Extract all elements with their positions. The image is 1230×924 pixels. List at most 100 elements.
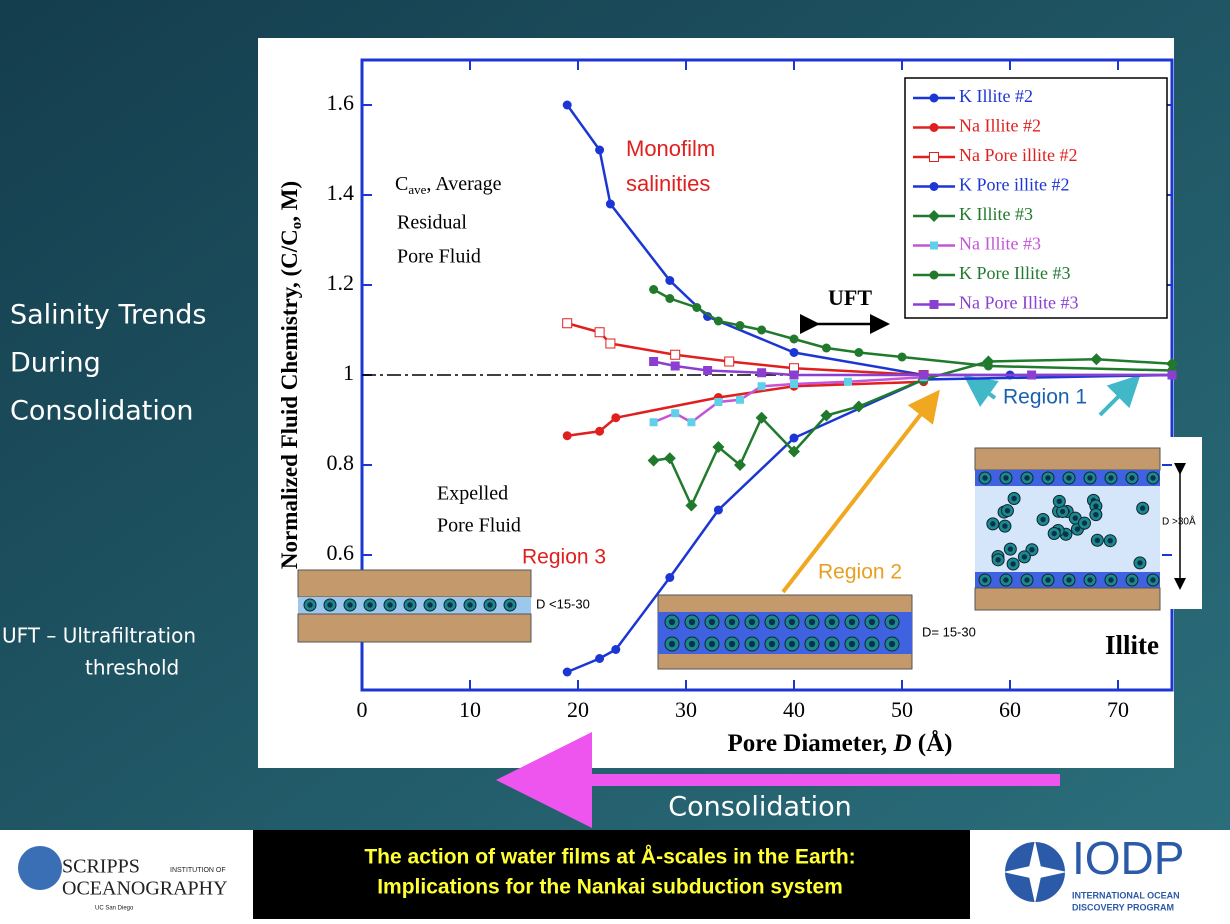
- molecule-core: [1057, 499, 1062, 504]
- data-point: [665, 294, 674, 303]
- data-point: [984, 362, 993, 371]
- data-point: [611, 645, 620, 654]
- molecule-core: [1066, 475, 1071, 480]
- logo-text: UC San Diego: [95, 906, 134, 912]
- data-point: [790, 380, 798, 388]
- x-tick-label: 0: [357, 697, 368, 722]
- heading: Consolidation: [10, 396, 193, 427]
- molecule-core: [990, 521, 995, 526]
- inset-label: D <15-30: [536, 596, 590, 611]
- footer-title: The action of water films at Å-scales in…: [364, 845, 855, 869]
- data-point: [671, 362, 680, 371]
- data-point: [725, 357, 734, 366]
- data-point: [736, 321, 745, 330]
- molecule-core: [347, 602, 352, 607]
- molecule-core: [849, 619, 855, 625]
- data-point: [930, 153, 939, 162]
- molecule-core: [427, 602, 432, 607]
- data-point: [714, 317, 723, 326]
- molecule-core: [809, 619, 815, 625]
- data-point: [563, 319, 572, 328]
- molecule-core: [1005, 508, 1010, 513]
- logo-text: SCRIPPS: [62, 856, 140, 878]
- legend-label: Na Pore Illite #3: [959, 293, 1078, 313]
- logo-text: INTERNATIONAL OCEAN: [1072, 890, 1180, 900]
- molecule-core: [982, 577, 987, 582]
- molecule-core: [1087, 577, 1092, 582]
- data-point: [714, 398, 722, 406]
- molecule-core: [1066, 577, 1071, 582]
- logo-text: OCEANOGRAPHY: [62, 878, 228, 900]
- molecule-core: [829, 619, 835, 625]
- data-point: [758, 382, 766, 390]
- molecule-core: [669, 619, 675, 625]
- molecule-core: [507, 602, 512, 607]
- molecule-core: [447, 602, 452, 607]
- data-point: [844, 378, 852, 386]
- logo-text: INSTITUTION OF: [170, 867, 226, 874]
- data-point: [854, 348, 863, 357]
- inset-label: D >30Å: [1162, 515, 1196, 528]
- scripps-globe: [18, 846, 62, 890]
- annotation: salinities: [626, 171, 710, 196]
- molecule-core: [1075, 526, 1080, 531]
- data-point: [930, 123, 939, 132]
- data-point: [595, 654, 604, 663]
- molecule-core: [1040, 517, 1045, 522]
- inset-large: D >30Å: [958, 437, 1202, 610]
- heading: Salinity Trends: [10, 300, 206, 331]
- legend-label: Na Illite #3: [959, 234, 1041, 254]
- molecule-core: [749, 641, 755, 647]
- molecule-core: [982, 475, 987, 480]
- molecule-core: [829, 641, 835, 647]
- data-point: [703, 366, 712, 375]
- data-point: [930, 300, 939, 309]
- data-point: [611, 413, 620, 422]
- y-axis-label: Normalized Fluid Chemistry, (C/Co, M): [277, 181, 305, 569]
- annotation: Illite: [1105, 630, 1159, 660]
- inset-label: D= 15-30: [922, 624, 976, 639]
- molecule-core: [1008, 546, 1013, 551]
- molecule-core: [709, 641, 715, 647]
- annotation: UFT: [828, 285, 872, 310]
- data-point: [665, 573, 674, 582]
- molecule-core: [1010, 561, 1015, 566]
- annotation: Pore Fluid: [437, 515, 521, 537]
- molecule-core: [689, 619, 695, 625]
- annotation: Region 2: [818, 561, 902, 584]
- molecule-core: [809, 641, 815, 647]
- molecule-core: [1108, 577, 1113, 582]
- data-point: [665, 276, 674, 285]
- y-tick-label: 1.4: [327, 180, 355, 205]
- molecule-core: [689, 641, 695, 647]
- molecule-core: [1024, 475, 1029, 480]
- molecule-core: [1129, 475, 1134, 480]
- arrow-label: Consolidation: [668, 792, 851, 823]
- molecule-core: [749, 619, 755, 625]
- molecule-core: [769, 619, 775, 625]
- molecule-core: [729, 641, 735, 647]
- molecule-core: [1137, 560, 1142, 565]
- y-tick-label: 1.2: [327, 270, 355, 295]
- molecule-core: [1029, 547, 1034, 552]
- annotation: Pore Fluid: [397, 246, 481, 268]
- annotation: Expelled: [437, 483, 508, 505]
- x-tick-label: 60: [999, 697, 1021, 722]
- data-point: [606, 339, 615, 348]
- data-point: [790, 371, 799, 380]
- data-point: [736, 396, 744, 404]
- data-point: [563, 431, 572, 440]
- annotation: Residual: [397, 212, 467, 234]
- logo-text: IODP: [1072, 832, 1184, 884]
- molecule-core: [1045, 475, 1050, 480]
- data-point: [790, 335, 799, 344]
- footer-box: [253, 830, 970, 919]
- molecule-core: [1150, 577, 1155, 582]
- legend-label: Na Illite #2: [959, 116, 1041, 136]
- molecule-core: [849, 641, 855, 647]
- data-point: [898, 353, 907, 362]
- molecule-core: [1073, 515, 1078, 520]
- molecule-core: [1093, 512, 1098, 517]
- molecule-core: [889, 641, 895, 647]
- molecule-core: [669, 641, 675, 647]
